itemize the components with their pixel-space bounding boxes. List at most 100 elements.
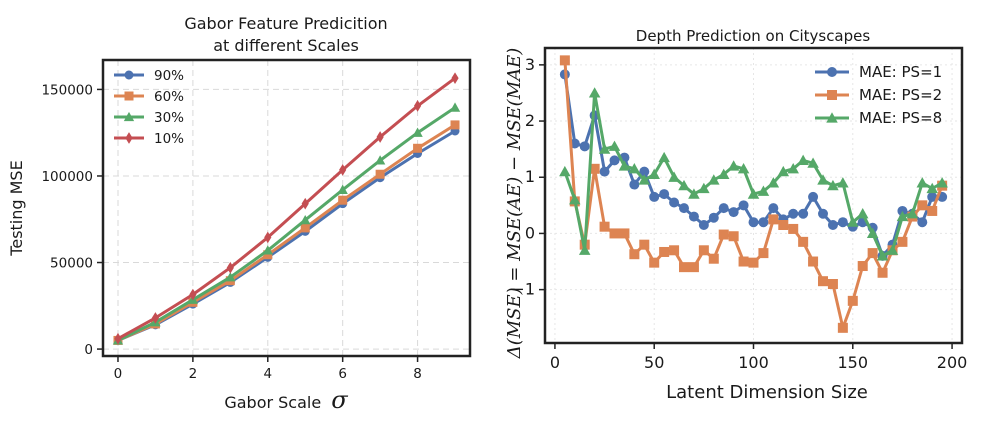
data-point bbox=[648, 168, 660, 180]
series-MAE: PS=8 bbox=[559, 87, 948, 261]
data-point bbox=[301, 197, 309, 210]
series-30% bbox=[112, 102, 461, 345]
data-point bbox=[262, 245, 273, 255]
data-point bbox=[688, 211, 699, 222]
data-point bbox=[788, 208, 799, 219]
data-point bbox=[639, 166, 650, 177]
data-point bbox=[337, 184, 348, 194]
data-point bbox=[768, 203, 779, 214]
data-point bbox=[559, 55, 570, 66]
data-point bbox=[798, 236, 809, 247]
left-legend: 90% 60% 30% 10% bbox=[114, 68, 184, 147]
legend-label: MAE: PS=1 bbox=[859, 63, 942, 81]
data-point bbox=[339, 164, 347, 176]
data-point bbox=[300, 214, 311, 225]
data-point bbox=[738, 256, 749, 267]
data-point bbox=[827, 179, 839, 191]
right-chart: 0 50 100 150 200 −1 0 1 2 3 Depth Prediction on C… bbox=[504, 27, 967, 403]
data-point bbox=[818, 208, 828, 219]
data-point bbox=[588, 87, 601, 98]
data-point bbox=[817, 174, 829, 185]
y-tick-label: 3 bbox=[525, 55, 535, 74]
right-series-group bbox=[559, 55, 948, 333]
legend-label: 10% bbox=[154, 131, 184, 147]
data-point bbox=[738, 200, 749, 211]
y-tick-label: 150000 bbox=[41, 82, 93, 98]
legend-marker bbox=[826, 112, 838, 123]
data-point bbox=[927, 191, 938, 202]
x-tick-label: 100 bbox=[738, 353, 769, 372]
data-point bbox=[758, 217, 769, 228]
data-point bbox=[599, 166, 610, 177]
right-ticks: 0 50 100 150 200 −1 0 1 2 3 bbox=[511, 55, 967, 372]
left-x-axis-label-symbol: σ bbox=[331, 386, 348, 414]
data-point bbox=[598, 143, 611, 154]
legend-label: MAE: PS=2 bbox=[859, 86, 942, 104]
data-point bbox=[708, 174, 720, 185]
data-point bbox=[338, 195, 348, 205]
left-grid bbox=[103, 60, 470, 356]
data-point bbox=[698, 220, 709, 230]
data-point bbox=[737, 163, 750, 174]
data-point bbox=[728, 231, 739, 242]
series-line bbox=[117, 106, 456, 342]
legend-label: 90% bbox=[154, 68, 184, 84]
data-point bbox=[788, 223, 799, 234]
data-point bbox=[151, 312, 160, 324]
data-point bbox=[837, 177, 849, 188]
data-point bbox=[768, 214, 779, 225]
data-point bbox=[896, 210, 909, 222]
x-tick-label: 0 bbox=[550, 353, 560, 372]
right-legend: MAE: PS=1 MAE: PS=2 MAE: PS=8 bbox=[815, 63, 942, 127]
legend-label: MAE: PS=8 bbox=[859, 109, 942, 127]
data-point bbox=[659, 246, 670, 257]
data-point bbox=[114, 332, 122, 345]
legend-label: 30% bbox=[154, 110, 184, 126]
data-point bbox=[679, 203, 689, 214]
data-point bbox=[609, 155, 620, 166]
data-point bbox=[698, 182, 710, 194]
data-point bbox=[609, 228, 620, 239]
legend-entry: MAE: PS=8 bbox=[815, 109, 942, 127]
data-point bbox=[226, 261, 234, 274]
data-point bbox=[747, 188, 760, 199]
data-point bbox=[827, 279, 838, 289]
x-tick-label: 8 bbox=[413, 366, 422, 382]
left-x-axis-label-text: Gabor Scale bbox=[224, 393, 321, 412]
y-tick-label: −1 bbox=[511, 280, 535, 299]
data-point bbox=[837, 217, 848, 228]
data-point bbox=[413, 100, 422, 112]
legend-entry: MAE: PS=1 bbox=[815, 63, 942, 81]
data-point bbox=[767, 177, 780, 188]
data-point bbox=[264, 231, 272, 244]
data-point bbox=[589, 163, 600, 174]
data-point bbox=[225, 272, 236, 282]
data-point bbox=[728, 207, 739, 218]
legend-entry: 30% bbox=[114, 110, 184, 126]
y-tick-label: 50000 bbox=[50, 256, 93, 272]
data-point bbox=[727, 160, 740, 171]
data-point bbox=[897, 236, 908, 247]
y-tick-label: 0 bbox=[84, 342, 93, 358]
data-point bbox=[708, 253, 719, 264]
left-series-group bbox=[112, 72, 461, 345]
data-point bbox=[917, 200, 928, 211]
data-point bbox=[837, 322, 848, 333]
left-ticks: 0 2 4 6 8 0 50000 100000 150000 bbox=[41, 82, 421, 382]
data-point bbox=[618, 160, 631, 171]
data-point bbox=[688, 188, 700, 199]
right-x-axis-label: Latent Dimension Size bbox=[666, 382, 868, 403]
data-point bbox=[412, 127, 423, 137]
left-y-axis-label: Testing MSE bbox=[7, 160, 26, 256]
data-point bbox=[608, 140, 621, 151]
y-tick-label: 1 bbox=[525, 167, 535, 186]
data-point bbox=[669, 245, 680, 256]
legend-marker bbox=[123, 111, 135, 122]
data-point bbox=[450, 120, 460, 130]
data-point bbox=[374, 155, 386, 165]
data-point bbox=[629, 179, 640, 190]
data-point bbox=[818, 276, 828, 287]
data-point bbox=[718, 229, 729, 240]
right-chart-title: Depth Prediction on Cityscapes bbox=[636, 27, 871, 45]
